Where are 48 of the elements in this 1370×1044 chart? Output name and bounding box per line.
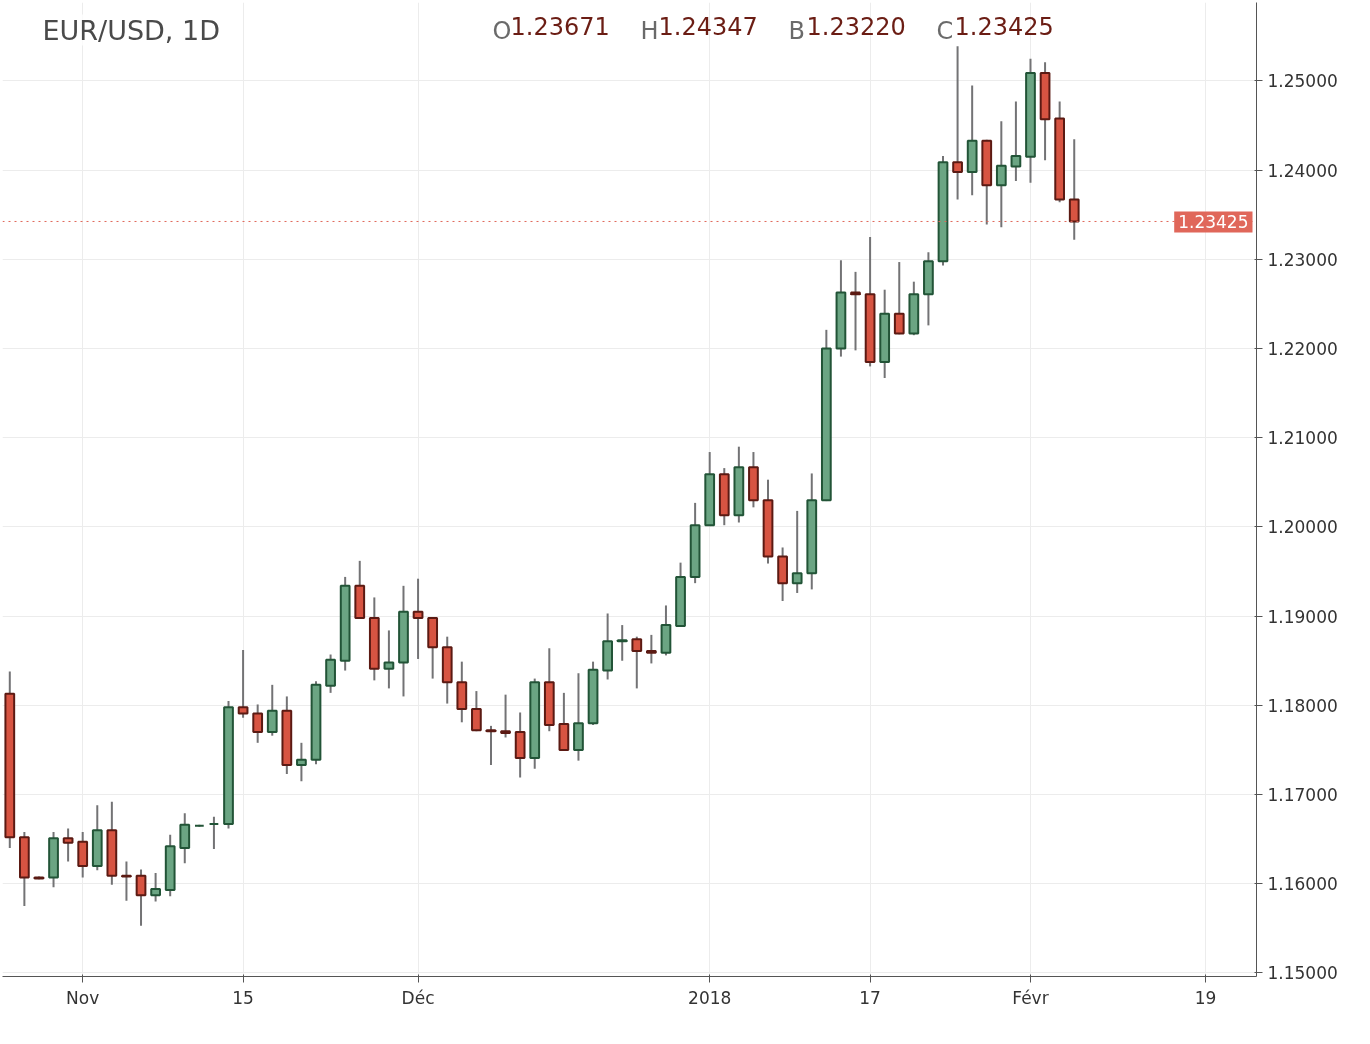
annotation: O1.23671	[492, 12, 610, 45]
x-tick-label: 17	[859, 987, 881, 1008]
candlestick	[471, 690, 482, 733]
y-tick-label: 1.21000	[1267, 428, 1338, 449]
annotation: B1.23220	[788, 12, 906, 45]
y-tick-label: 1.17000	[1267, 785, 1338, 806]
candlestick	[237, 649, 249, 719]
x-tick-label: Nov	[66, 987, 100, 1008]
candlestick	[296, 741, 307, 783]
candlestick	[893, 261, 905, 336]
x-tick-label: 2018	[688, 987, 732, 1008]
annotation: C1.23425	[936, 12, 1054, 45]
x-tick-label: 19	[1194, 987, 1217, 1008]
y-tick-label: 1.15000	[1267, 963, 1338, 984]
candlestick	[616, 624, 628, 662]
y-tick-label: 1.25000	[1267, 71, 1338, 92]
candlestick	[62, 827, 74, 863]
candlestick	[1010, 100, 1022, 182]
candlestick	[179, 812, 191, 865]
y-tick-label: 1.19000	[1267, 606, 1338, 627]
candlestick	[631, 635, 643, 690]
candlestick	[791, 509, 803, 594]
candlestick	[252, 703, 264, 744]
candlestick	[500, 693, 511, 739]
candlestick	[952, 45, 963, 201]
candlestick	[646, 633, 657, 665]
y-tick-label: 1.22000	[1267, 339, 1338, 360]
x-tick-label: 15	[232, 987, 254, 1008]
candlestick	[266, 683, 278, 737]
y-tick-label: 1.20000	[1267, 517, 1338, 538]
candlestick	[850, 270, 861, 352]
candlestick	[485, 724, 497, 767]
y-tick-label: 1.16000	[1267, 874, 1338, 895]
annotation: H1.24347	[640, 12, 758, 45]
candlestick	[995, 120, 1007, 229]
candlestick	[1068, 138, 1080, 241]
text: EUR/USD, 1D	[42, 14, 221, 46]
y-tick-label: 1.18000	[1267, 695, 1338, 716]
candlestick	[383, 629, 395, 690]
candlestick	[150, 872, 161, 903]
candlestick	[412, 577, 424, 660]
ref-line-label: 1.23425	[1178, 212, 1249, 233]
y-tick-label: 1.24000	[1267, 160, 1338, 181]
x-tick-label: Déc	[401, 987, 435, 1008]
x-tick-label: Févr	[1012, 987, 1049, 1008]
candlestick	[121, 860, 132, 902]
candlestick	[135, 868, 147, 927]
y-tick-label: 1.23000	[1267, 249, 1338, 270]
